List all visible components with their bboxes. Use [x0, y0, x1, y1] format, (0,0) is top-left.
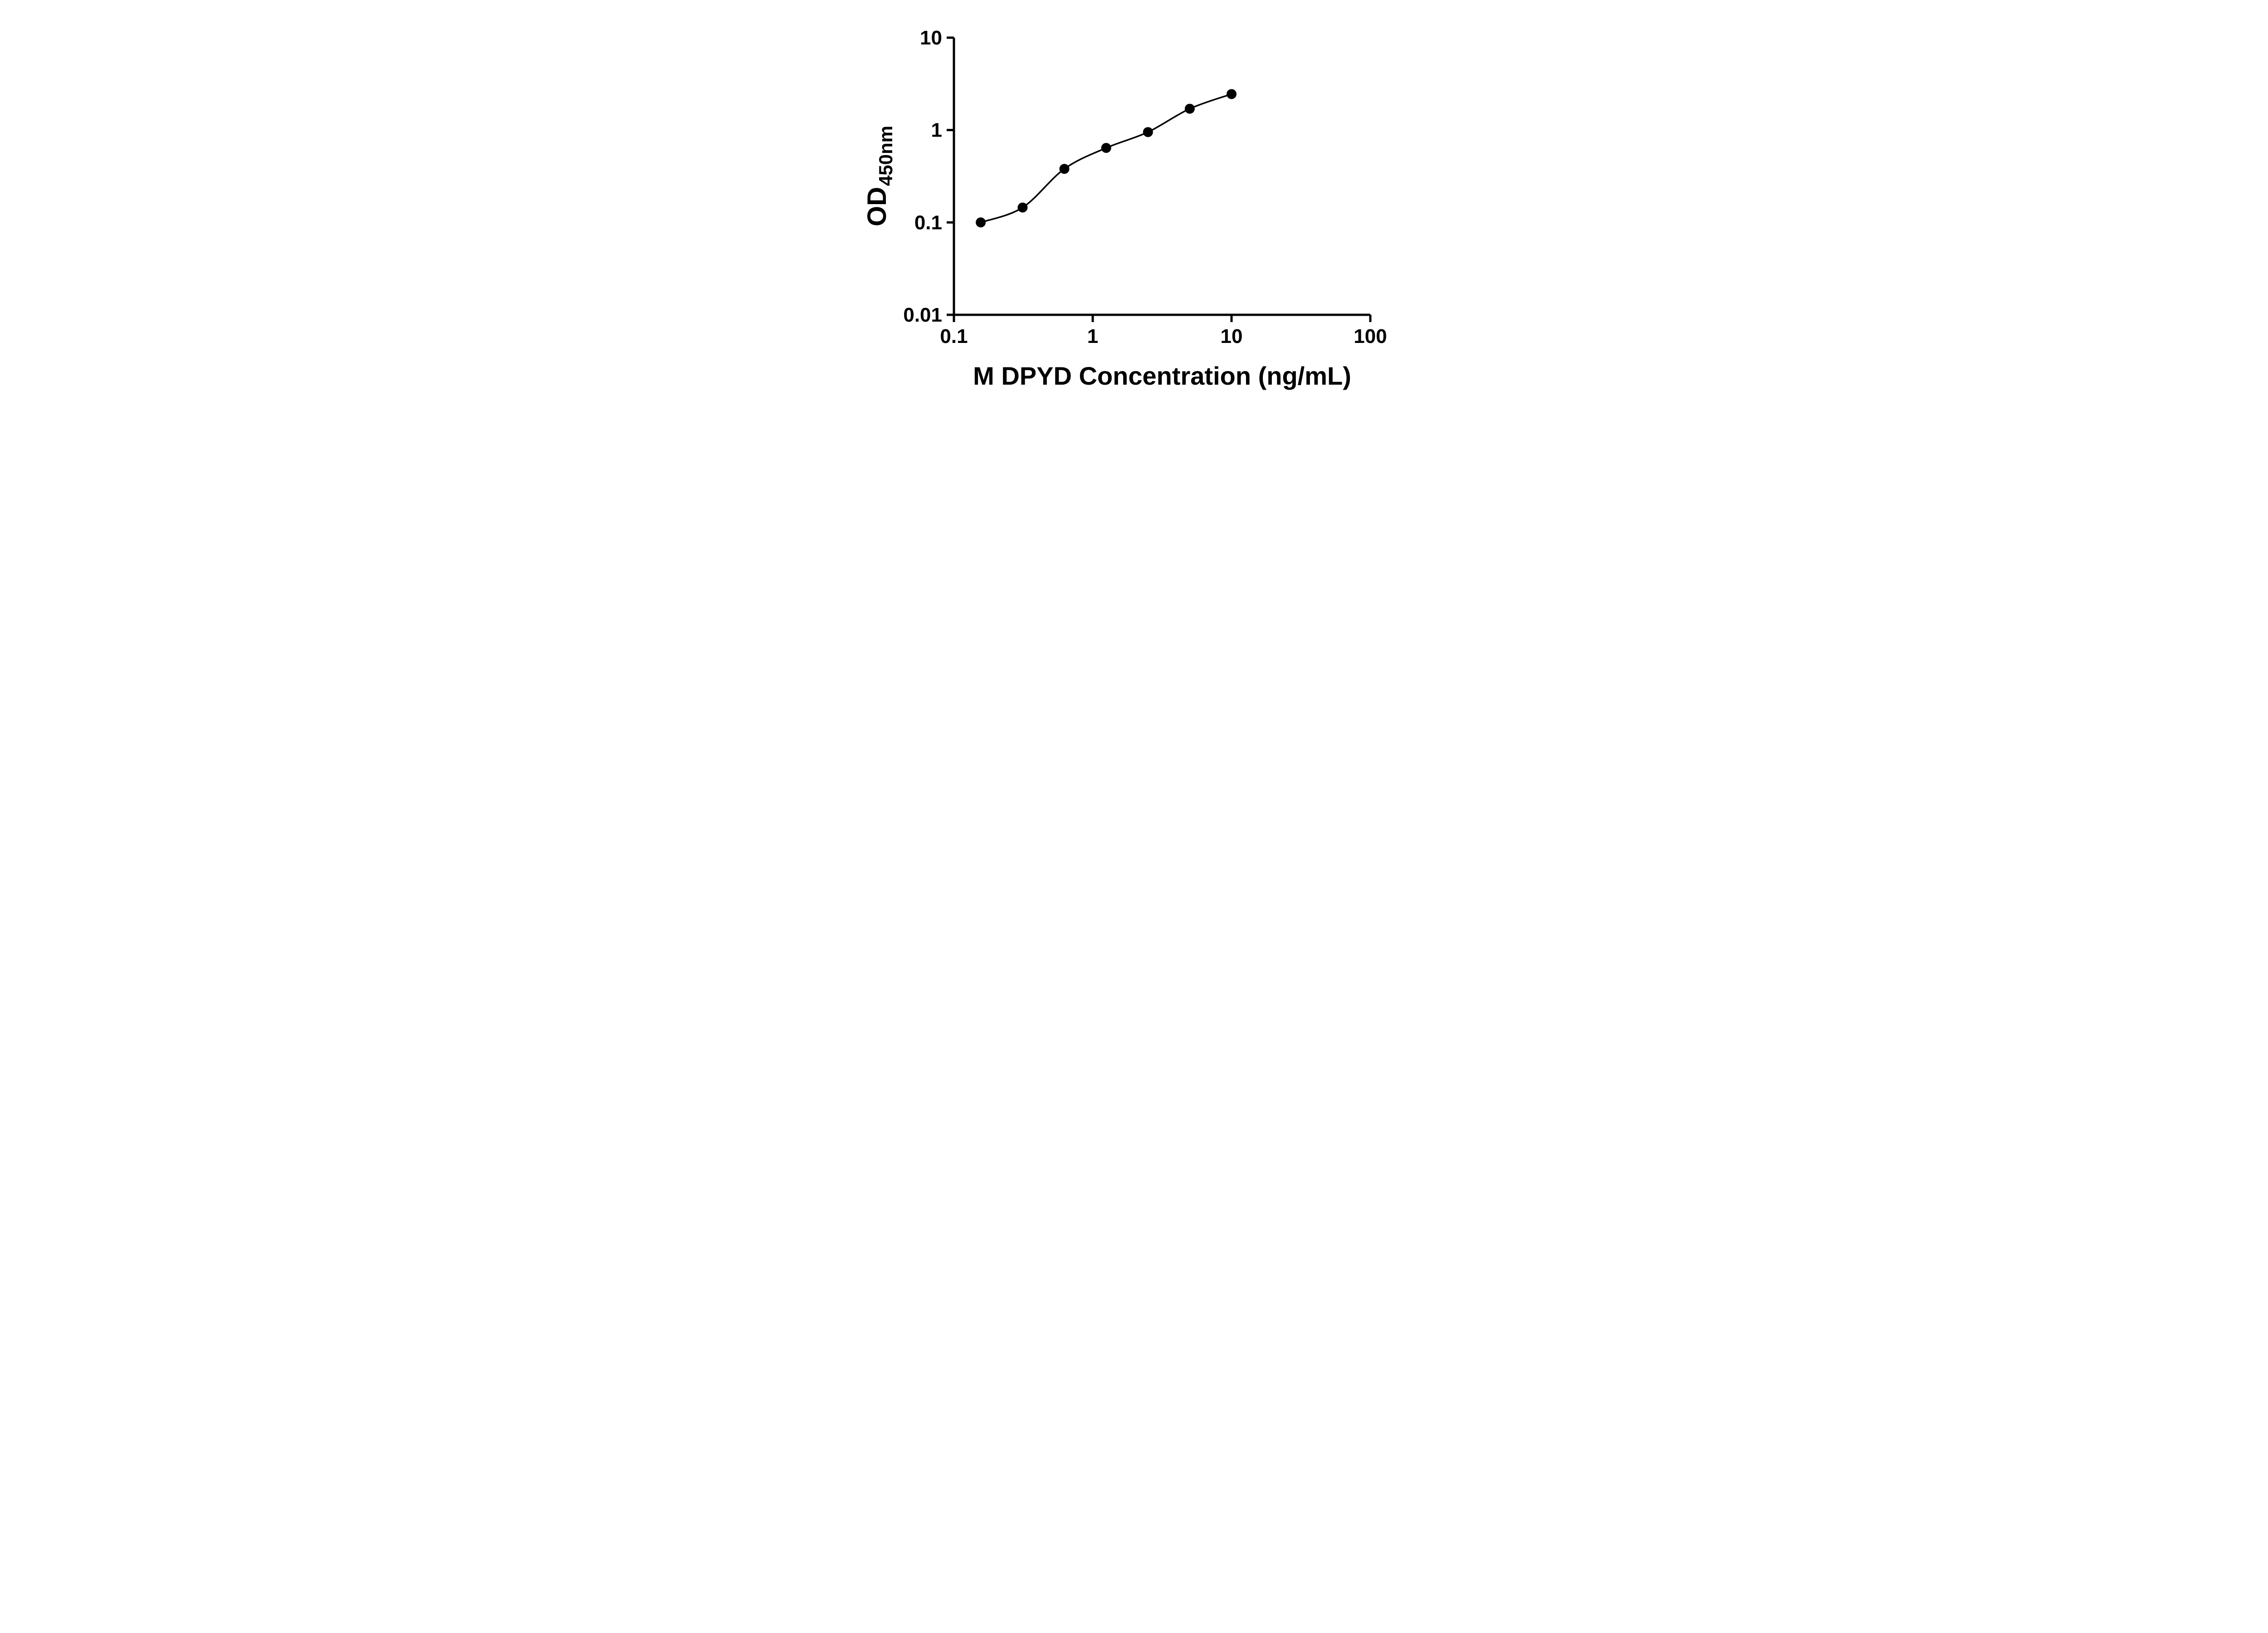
x-axis-label: M DPYD Concentration (ng/mL): [973, 362, 1351, 390]
x-tick-label: 10: [1220, 325, 1242, 347]
x-tick-label: 0.1: [940, 325, 968, 347]
standard-curve-figure: 0.1 1 10 100 0.01 0.1 1 10 M DPYD Concentration…: [842, 0, 1426, 408]
data-point: [1143, 127, 1153, 137]
y-axis-label: OD450nm: [862, 126, 896, 226]
y-tick-label: 10: [920, 27, 942, 49]
data-series: [975, 89, 1237, 228]
data-point: [1101, 143, 1111, 153]
data-point: [1059, 164, 1069, 174]
y-axis-label-main: OD: [862, 187, 892, 226]
data-point: [1017, 202, 1027, 213]
x-tick-label: 100: [1354, 325, 1387, 347]
x-tick-label: 1: [1087, 325, 1098, 347]
data-point: [1226, 89, 1237, 99]
y-axis-label-sub: 450nm: [875, 126, 896, 186]
y-tick-label: 1: [931, 119, 942, 142]
fit-curve: [980, 93, 1232, 223]
y-tick-label: 0.01: [903, 304, 942, 326]
y-tick-label: 0.1: [914, 211, 942, 234]
data-point: [1184, 103, 1195, 114]
data-point: [975, 217, 986, 228]
